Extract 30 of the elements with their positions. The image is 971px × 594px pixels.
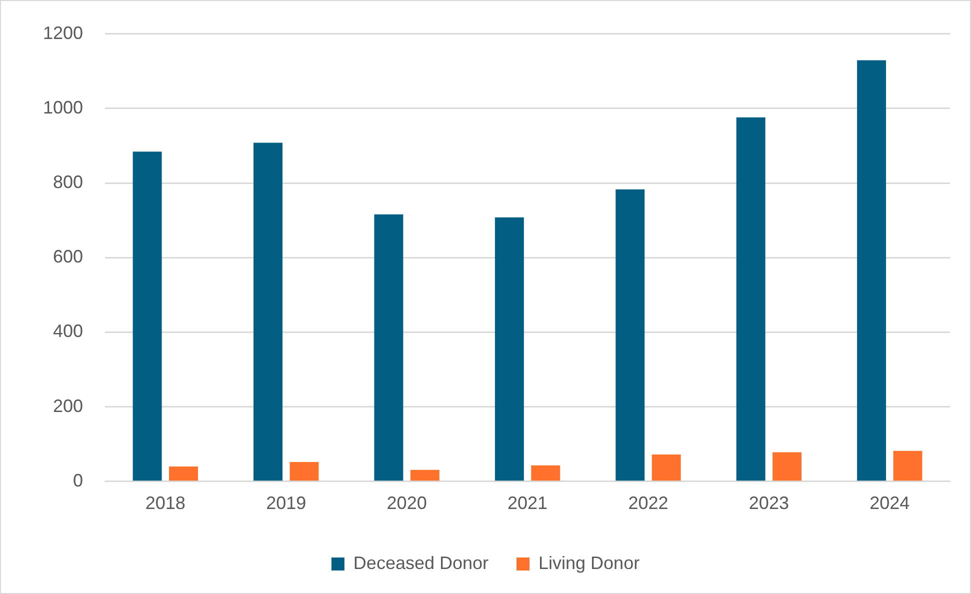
y-tick-label: 1000: [42, 97, 84, 118]
y-tick-label: 600: [52, 246, 84, 267]
bar: [132, 152, 162, 481]
x-tick-label: 2024: [870, 493, 910, 514]
bar: [772, 452, 802, 481]
x-tick-label: 2020: [386, 493, 427, 514]
x-tick-label: 2019: [266, 493, 306, 514]
x-tick-label: 2022: [628, 493, 668, 514]
bar: [374, 214, 404, 481]
bar: [736, 117, 766, 481]
bar: [290, 462, 319, 481]
bar: [652, 454, 681, 481]
bar: [410, 470, 440, 481]
y-tick-label: 200: [52, 396, 84, 416]
bar: [531, 465, 560, 481]
y-tick-label: 0: [73, 470, 84, 490]
bar: [494, 217, 524, 481]
bar: [893, 450, 922, 481]
legend-label: Deceased Donor: [353, 552, 489, 573]
y-tick-label: 800: [52, 172, 84, 192]
bar: [857, 60, 886, 481]
bar: [169, 466, 198, 481]
x-tick-label: 2021: [508, 493, 548, 514]
x-tick-label: 2018: [145, 493, 186, 514]
bar: [254, 142, 282, 481]
legend-label: Living Donor: [538, 552, 640, 573]
bar: [616, 189, 645, 481]
y-tick-label: 400: [52, 321, 84, 342]
x-tick-label: 2023: [748, 493, 789, 514]
y-tick-label: 1200: [42, 22, 84, 43]
